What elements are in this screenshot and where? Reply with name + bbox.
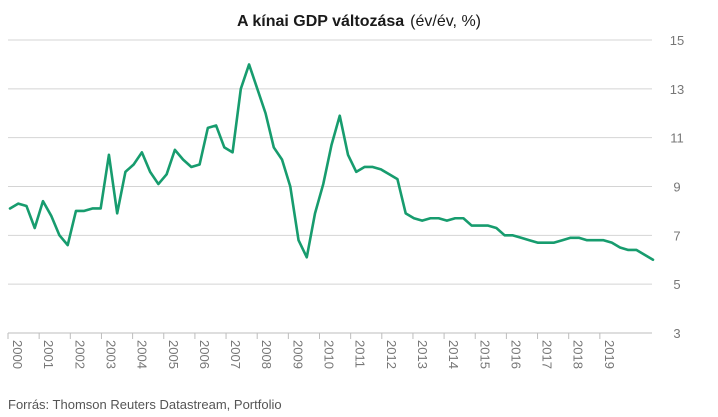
x-tick-label: 2004 [135, 340, 150, 369]
x-tick-label: 2005 [166, 340, 181, 369]
x-tick-label: 2017 [540, 340, 555, 369]
x-tick-label: 2001 [41, 340, 56, 369]
x-tick-label: 2019 [602, 340, 617, 369]
x-tick-label: 2008 [259, 340, 274, 369]
x-tick-label: 2011 [353, 340, 368, 368]
x-tick-label: 2012 [384, 340, 399, 369]
x-tick-label: 2006 [197, 340, 212, 369]
x-tick-label: 2016 [508, 340, 523, 369]
x-tick-label: 2015 [477, 340, 492, 369]
gdp-growth-series-line [8, 63, 655, 262]
gridlines [8, 39, 652, 334]
y-tick-label: 15 [670, 33, 684, 48]
x-tick-label: 2007 [228, 340, 243, 369]
y-tick-label: 9 [673, 180, 680, 195]
y-tick-label: 5 [673, 277, 680, 292]
x-tick-label: 2009 [290, 340, 305, 369]
x-tick-label: 2010 [322, 340, 337, 369]
x-tick-label: 2018 [571, 340, 586, 369]
y-axis-tick-labels: 15 13 11 9 7 5 3 [670, 33, 684, 341]
x-axis: 2000 2001 2002 2003 2004 2005 2006 2007 2008 2009… [7, 333, 617, 369]
x-tick-label: 2013 [415, 340, 430, 369]
x-tick-label: 2014 [446, 340, 461, 369]
chart-title: A kínai GDP változása (év/év, %) [237, 13, 481, 30]
y-tick-label: 7 [673, 228, 680, 243]
source-note: Forrás: Thomson Reuters Datastream, Port… [8, 397, 282, 412]
chart-title-unit: (év/év, %) [410, 13, 481, 30]
y-tick-label: 3 [673, 326, 680, 341]
chart-title-main: A kínai GDP változása [237, 13, 404, 30]
x-tick-label: 2002 [72, 340, 87, 369]
y-tick-label: 11 [670, 131, 684, 146]
x-tick-label: 2000 [10, 340, 25, 369]
x-tick-label: 2003 [103, 340, 118, 369]
y-tick-label: 13 [670, 82, 684, 97]
